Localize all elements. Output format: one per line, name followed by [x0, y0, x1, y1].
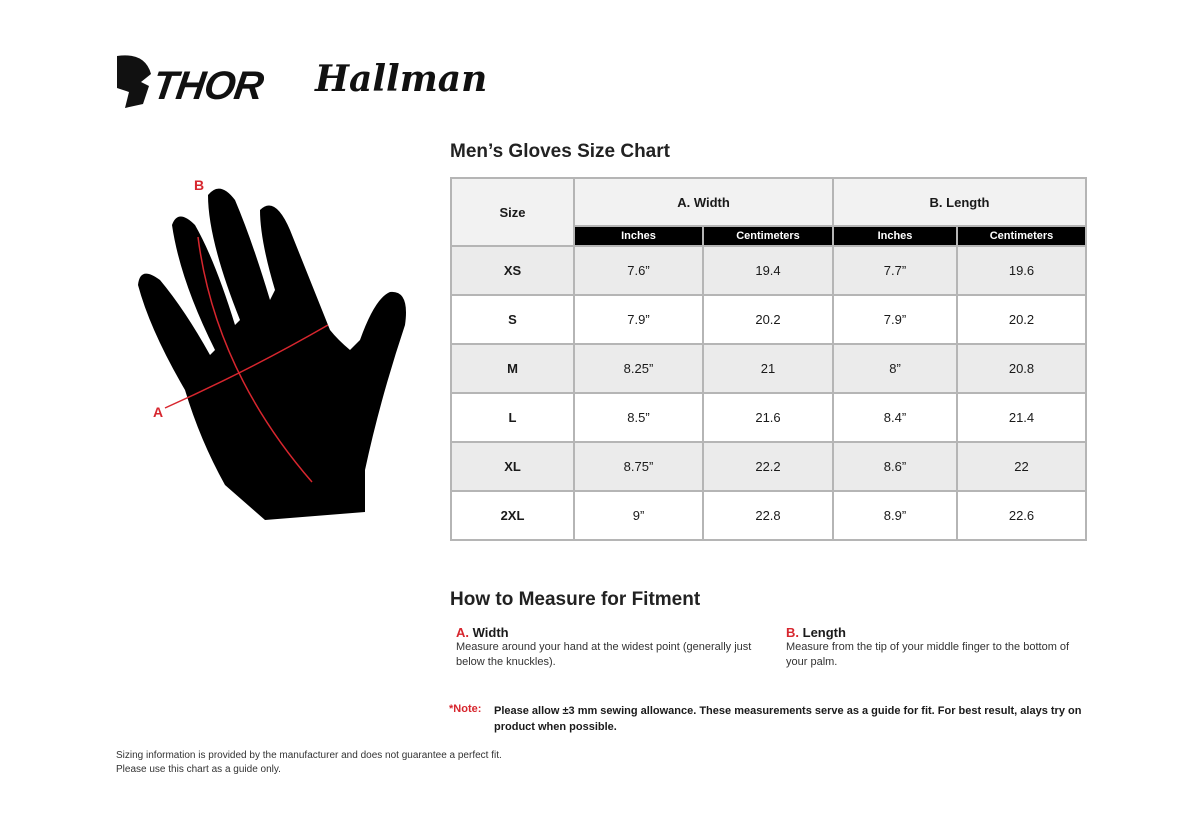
- length-arrow: [197, 236, 313, 483]
- measure-title: How to Measure for Fitment: [450, 589, 701, 610]
- value-cell: 8”: [832, 343, 958, 394]
- table-row: L 8.5” 21.6 8.4” 21.4: [450, 392, 1087, 443]
- width-header: A. Width: [573, 177, 834, 227]
- page-title: Men’s Gloves Size Chart: [450, 141, 670, 162]
- value-cell: 8.75”: [573, 441, 704, 492]
- value-cell: 22: [956, 441, 1087, 492]
- thor-logo: THOR: [149, 64, 266, 108]
- value-cell: 22.6: [956, 490, 1087, 541]
- size-cell: L: [450, 392, 575, 443]
- value-cell: 8.25”: [573, 343, 704, 394]
- length-label: Length: [802, 625, 846, 640]
- value-cell: 20.8: [956, 343, 1087, 394]
- value-cell: 9”: [573, 490, 704, 541]
- value-cell: 7.7”: [832, 245, 958, 296]
- unit-header: Centimeters: [956, 225, 1087, 247]
- unit-header: Inches: [832, 225, 958, 247]
- size-cell: M: [450, 343, 575, 394]
- value-cell: 21: [702, 343, 834, 394]
- measure-length: B. Length Measure from the tip of your m…: [786, 625, 1086, 670]
- width-text: Measure around your hand at the widest p…: [456, 641, 752, 668]
- footer-disclaimer: Sizing information is provided by the ma…: [116, 749, 502, 777]
- value-cell: 7.6”: [573, 245, 704, 296]
- width-letter: A.: [456, 625, 469, 640]
- table-row: 2XL 9” 22.8 8.9” 22.6: [450, 490, 1087, 541]
- width-label: Width: [472, 625, 509, 640]
- hand-diagram: A B: [138, 177, 406, 521]
- note-text: Please allow ±3 mm sewing allowance. The…: [494, 705, 1082, 733]
- thor-helmet-logo-icon: [117, 55, 151, 108]
- value-cell: 8.4”: [832, 392, 958, 443]
- value-cell: 22.2: [702, 441, 834, 492]
- value-cell: 20.2: [956, 294, 1087, 345]
- size-table: Size A. Width B. Length Inches Centimete…: [450, 177, 1087, 541]
- length-text: Measure from the tip of your middle fing…: [786, 641, 1070, 668]
- value-cell: 21.4: [956, 392, 1087, 443]
- measure-width: A. Width Measure around your hand at the…: [456, 625, 766, 670]
- size-cell: 2XL: [450, 490, 575, 541]
- value-cell: 8.6”: [832, 441, 958, 492]
- footer-line: Sizing information is provided by the ma…: [116, 750, 502, 761]
- length-header: B. Length: [832, 177, 1087, 227]
- value-cell: 8.5”: [573, 392, 704, 443]
- width-arrow: [164, 324, 329, 409]
- value-cell: 7.9”: [573, 294, 704, 345]
- value-cell: 21.6: [702, 392, 834, 443]
- label-b: B: [194, 177, 204, 193]
- size-cell: XL: [450, 441, 575, 492]
- size-header: Size: [450, 177, 575, 247]
- note-label: *Note:: [449, 703, 482, 715]
- size-cell: XS: [450, 245, 575, 296]
- footer-line: Please use this chart as a guide only.: [116, 764, 281, 775]
- unit-header: Centimeters: [702, 225, 834, 247]
- size-cell: S: [450, 294, 575, 345]
- hand-silhouette-icon: [138, 188, 406, 521]
- value-cell: 20.2: [702, 294, 834, 345]
- value-cell: 7.9”: [832, 294, 958, 345]
- value-cell: 19.6: [956, 245, 1087, 296]
- table-row: S 7.9” 20.2 7.9” 20.2: [450, 294, 1087, 345]
- hallman-logo: Hallman: [315, 58, 488, 100]
- table-row: XS 7.6” 19.4 7.7” 19.6: [450, 245, 1087, 296]
- table-row: M 8.25” 21 8” 20.8: [450, 343, 1087, 394]
- table-row: XL 8.75” 22.2 8.6” 22: [450, 441, 1087, 492]
- value-cell: 19.4: [702, 245, 834, 296]
- value-cell: 8.9”: [832, 490, 958, 541]
- value-cell: 22.8: [702, 490, 834, 541]
- label-a: A: [153, 404, 163, 420]
- unit-header: Inches: [573, 225, 704, 247]
- length-letter: B.: [786, 625, 799, 640]
